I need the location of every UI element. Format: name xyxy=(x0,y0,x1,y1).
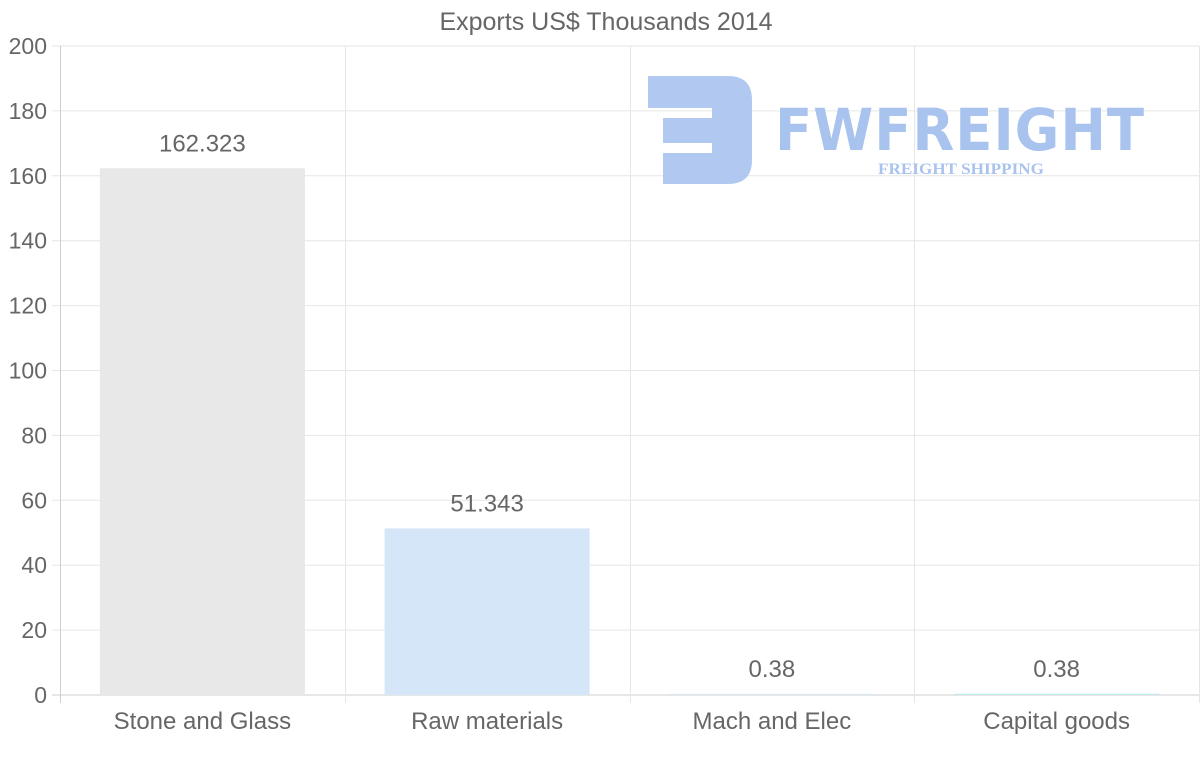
data-label: 162.323 xyxy=(159,130,246,157)
bar[interactable] xyxy=(669,693,875,695)
y-tick-label: 180 xyxy=(9,98,47,124)
y-tick-label: 80 xyxy=(21,422,47,448)
data-label: 51.343 xyxy=(450,490,523,517)
y-tick-label: 100 xyxy=(9,358,47,384)
y-axis: 0 20 40 60 80 100 120 140 160 180 200 xyxy=(9,33,47,708)
watermark-logo: FWFREIGHT FREIGHT SHIPPING xyxy=(648,76,1145,184)
y-tick-label: 120 xyxy=(9,293,47,319)
watermark-logo-icon xyxy=(648,76,752,184)
x-tick-label: Raw materials xyxy=(411,708,563,735)
x-tick-label: Mach and Elec xyxy=(692,708,851,735)
y-tick-label: 60 xyxy=(21,487,47,513)
y-tick-label: 20 xyxy=(21,617,47,643)
chart-title: Exports US$ Thousands 2014 xyxy=(439,8,772,36)
data-label: 0.38 xyxy=(749,656,796,683)
watermark-brand: FWFREIGHT xyxy=(775,96,1145,164)
bar[interactable] xyxy=(954,693,1160,695)
x-tick-label: Stone and Glass xyxy=(114,708,291,735)
bar[interactable] xyxy=(99,168,305,696)
data-labels: 162.323 51.343 0.38 0.38 xyxy=(159,130,1080,683)
y-tick-label: 40 xyxy=(21,552,47,578)
y-tick-label: 200 xyxy=(9,33,47,59)
bars xyxy=(99,168,1160,696)
x-axis: Stone and Glass Raw materials Mach and Ele… xyxy=(114,708,1130,735)
y-tick-label: 160 xyxy=(9,163,47,189)
x-tick-label: Capital goods xyxy=(983,708,1130,735)
watermark-tagline: FREIGHT SHIPPING xyxy=(878,161,1045,178)
data-label: 0.38 xyxy=(1033,656,1080,683)
bar[interactable] xyxy=(384,528,590,695)
y-tick-label: 0 xyxy=(34,682,47,708)
y-tick-label: 140 xyxy=(9,228,47,254)
